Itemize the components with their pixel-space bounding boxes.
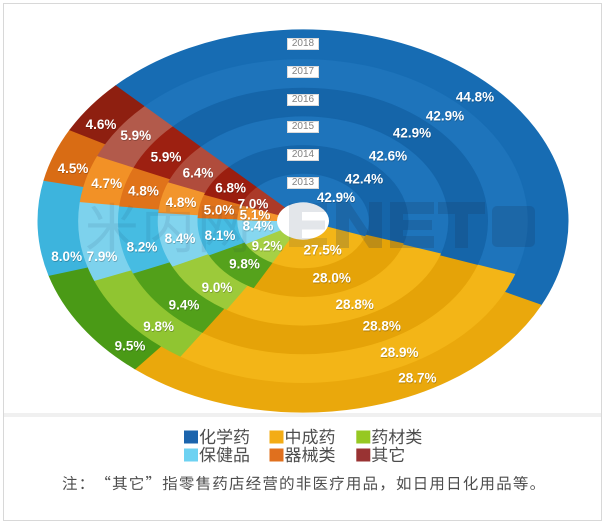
svg-text:9.4%: 9.4%: [169, 299, 200, 314]
svg-text:4.8%: 4.8%: [166, 196, 197, 211]
svg-text:8.4%: 8.4%: [243, 218, 274, 233]
svg-text:4.7%: 4.7%: [92, 177, 123, 192]
svg-text:5.0%: 5.0%: [204, 203, 235, 218]
svg-text:28.0%: 28.0%: [313, 271, 351, 286]
svg-text:7.9%: 7.9%: [87, 250, 118, 265]
svg-text:5.1%: 5.1%: [240, 208, 271, 223]
svg-text:5.9%: 5.9%: [120, 128, 151, 143]
svg-text:9.8%: 9.8%: [229, 257, 260, 272]
svg-text:28.7%: 28.7%: [399, 372, 437, 387]
svg-text:42.9%: 42.9%: [317, 190, 355, 205]
svg-text:8.0%: 8.0%: [51, 249, 82, 264]
svg-text:42.9%: 42.9%: [393, 126, 431, 141]
svg-text:9.2%: 9.2%: [252, 240, 283, 255]
svg-text:4.7%: 4.7%: [91, 176, 122, 191]
svg-text:8.1%: 8.1%: [205, 229, 236, 244]
svg-text:4.6%: 4.6%: [86, 117, 117, 132]
svg-text:42.9%: 42.9%: [393, 127, 431, 142]
svg-text:9.0%: 9.0%: [202, 280, 233, 295]
svg-text:9.2%: 9.2%: [252, 239, 283, 254]
svg-text:4.8%: 4.8%: [129, 185, 160, 200]
svg-text:42.9%: 42.9%: [317, 191, 355, 206]
svg-text:8.4%: 8.4%: [165, 231, 196, 246]
svg-text:7.0%: 7.0%: [238, 197, 269, 212]
svg-text:9.8%: 9.8%: [143, 319, 174, 334]
svg-text:42.4%: 42.4%: [345, 173, 383, 188]
svg-text:28.9%: 28.9%: [381, 346, 419, 361]
svg-text:28.9%: 28.9%: [380, 345, 418, 360]
svg-text:44.8%: 44.8%: [456, 90, 494, 105]
svg-text:7.0%: 7.0%: [238, 198, 269, 213]
svg-text:9.5%: 9.5%: [115, 339, 146, 354]
svg-text:8.2%: 8.2%: [127, 241, 158, 256]
svg-text:28.8%: 28.8%: [363, 320, 401, 335]
svg-text:9.5%: 9.5%: [115, 340, 146, 355]
svg-text:5.1%: 5.1%: [240, 209, 271, 224]
svg-text:6.4%: 6.4%: [183, 166, 214, 181]
svg-text:5.0%: 5.0%: [204, 204, 235, 219]
svg-text:9.8%: 9.8%: [230, 258, 261, 273]
svg-text:4.8%: 4.8%: [128, 184, 159, 199]
svg-text:27.5%: 27.5%: [304, 244, 342, 259]
svg-text:28.8%: 28.8%: [336, 298, 374, 313]
svg-text:42.9%: 42.9%: [426, 109, 464, 124]
svg-text:6.4%: 6.4%: [183, 167, 214, 182]
svg-text:8.4%: 8.4%: [243, 219, 274, 234]
svg-text:28.8%: 28.8%: [363, 319, 401, 334]
svg-text:28.8%: 28.8%: [336, 297, 374, 312]
svg-text:9.8%: 9.8%: [144, 320, 175, 335]
svg-text:4.5%: 4.5%: [58, 162, 89, 177]
svg-text:8.1%: 8.1%: [205, 228, 236, 243]
svg-text:8.0%: 8.0%: [52, 250, 83, 265]
svg-text:5.9%: 5.9%: [151, 150, 182, 165]
svg-text:7.9%: 7.9%: [87, 249, 118, 264]
svg-text:5.9%: 5.9%: [151, 151, 182, 166]
svg-text:4.5%: 4.5%: [58, 161, 89, 176]
svg-text:9.4%: 9.4%: [169, 298, 200, 313]
svg-text:8.2%: 8.2%: [127, 240, 158, 255]
svg-text:4.6%: 4.6%: [86, 118, 117, 133]
svg-text:8.4%: 8.4%: [165, 232, 196, 247]
svg-text:6.8%: 6.8%: [215, 181, 246, 196]
svg-text:42.4%: 42.4%: [345, 172, 383, 187]
svg-text:42.9%: 42.9%: [426, 108, 464, 123]
svg-text:42.6%: 42.6%: [369, 150, 407, 165]
svg-text:44.8%: 44.8%: [456, 89, 494, 104]
svg-text:5.9%: 5.9%: [121, 129, 152, 144]
svg-text:9.0%: 9.0%: [202, 281, 233, 296]
svg-text:42.6%: 42.6%: [369, 149, 407, 164]
svg-text:6.8%: 6.8%: [216, 182, 247, 197]
svg-text:4.8%: 4.8%: [166, 195, 197, 210]
svg-text:28.7%: 28.7%: [398, 371, 436, 386]
svg-text:28.0%: 28.0%: [313, 272, 351, 287]
svg-text:27.5%: 27.5%: [303, 243, 341, 258]
